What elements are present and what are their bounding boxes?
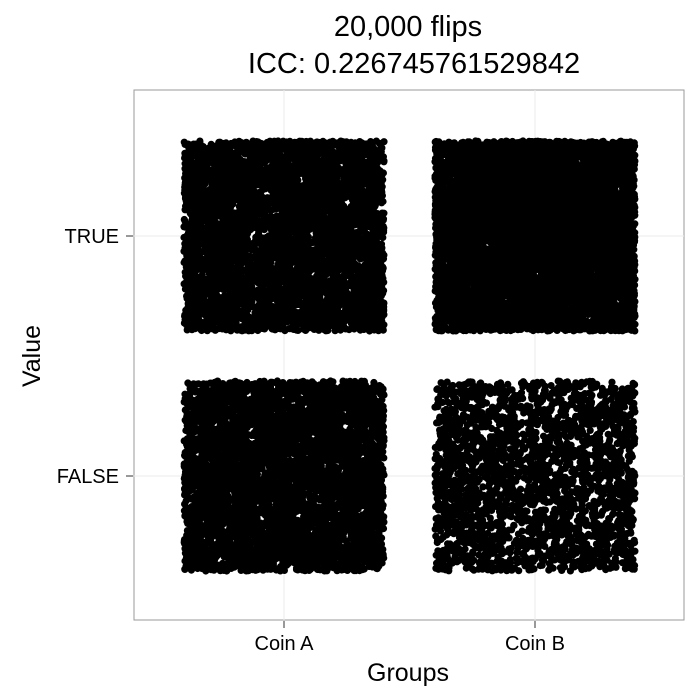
- point-cloud: [180, 137, 388, 335]
- chart-subtitle: ICC: 0.226745761529842: [248, 48, 580, 80]
- x-tick-label-coin-b: Coin B: [505, 633, 565, 655]
- points-coin-b-true: [431, 137, 639, 335]
- point-cloud: [431, 377, 639, 575]
- chart-title: 20,000 flips: [334, 11, 482, 43]
- point-cloud: [431, 137, 639, 335]
- x-axis: Coin A Coin B: [255, 621, 565, 655]
- points-layer: [180, 137, 639, 575]
- y-tick-label-true: TRUE: [65, 226, 119, 248]
- y-axis-title: Value: [18, 325, 46, 387]
- points-coin-b-false: [431, 377, 639, 575]
- y-axis: TRUE FALSE: [57, 226, 133, 488]
- y-tick-label-false: FALSE: [57, 466, 119, 488]
- points-coin-a-false: [180, 377, 388, 575]
- point-cloud: [180, 377, 388, 575]
- points-coin-a-true: [180, 137, 388, 335]
- plot-panel: [133, 89, 685, 621]
- x-tick-label-coin-a: Coin A: [255, 633, 315, 655]
- x-axis-title: Groups: [367, 659, 449, 687]
